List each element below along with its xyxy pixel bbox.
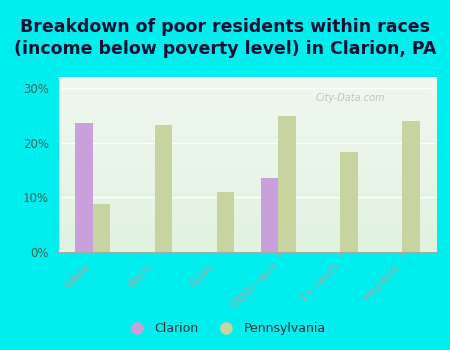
Bar bbox=[341, 152, 358, 252]
Bar bbox=[75, 124, 93, 252]
Bar bbox=[93, 204, 110, 252]
Text: City-Data.com: City-Data.com bbox=[315, 93, 385, 103]
Bar bbox=[261, 178, 279, 252]
Bar bbox=[279, 116, 296, 252]
Bar bbox=[154, 125, 172, 252]
Text: Breakdown of poor residents within races
(income below poverty level) in Clarion: Breakdown of poor residents within races… bbox=[14, 18, 436, 58]
Bar bbox=[216, 192, 234, 252]
Legend: Clarion, Pennsylvania: Clarion, Pennsylvania bbox=[119, 317, 331, 340]
Bar bbox=[402, 121, 420, 252]
